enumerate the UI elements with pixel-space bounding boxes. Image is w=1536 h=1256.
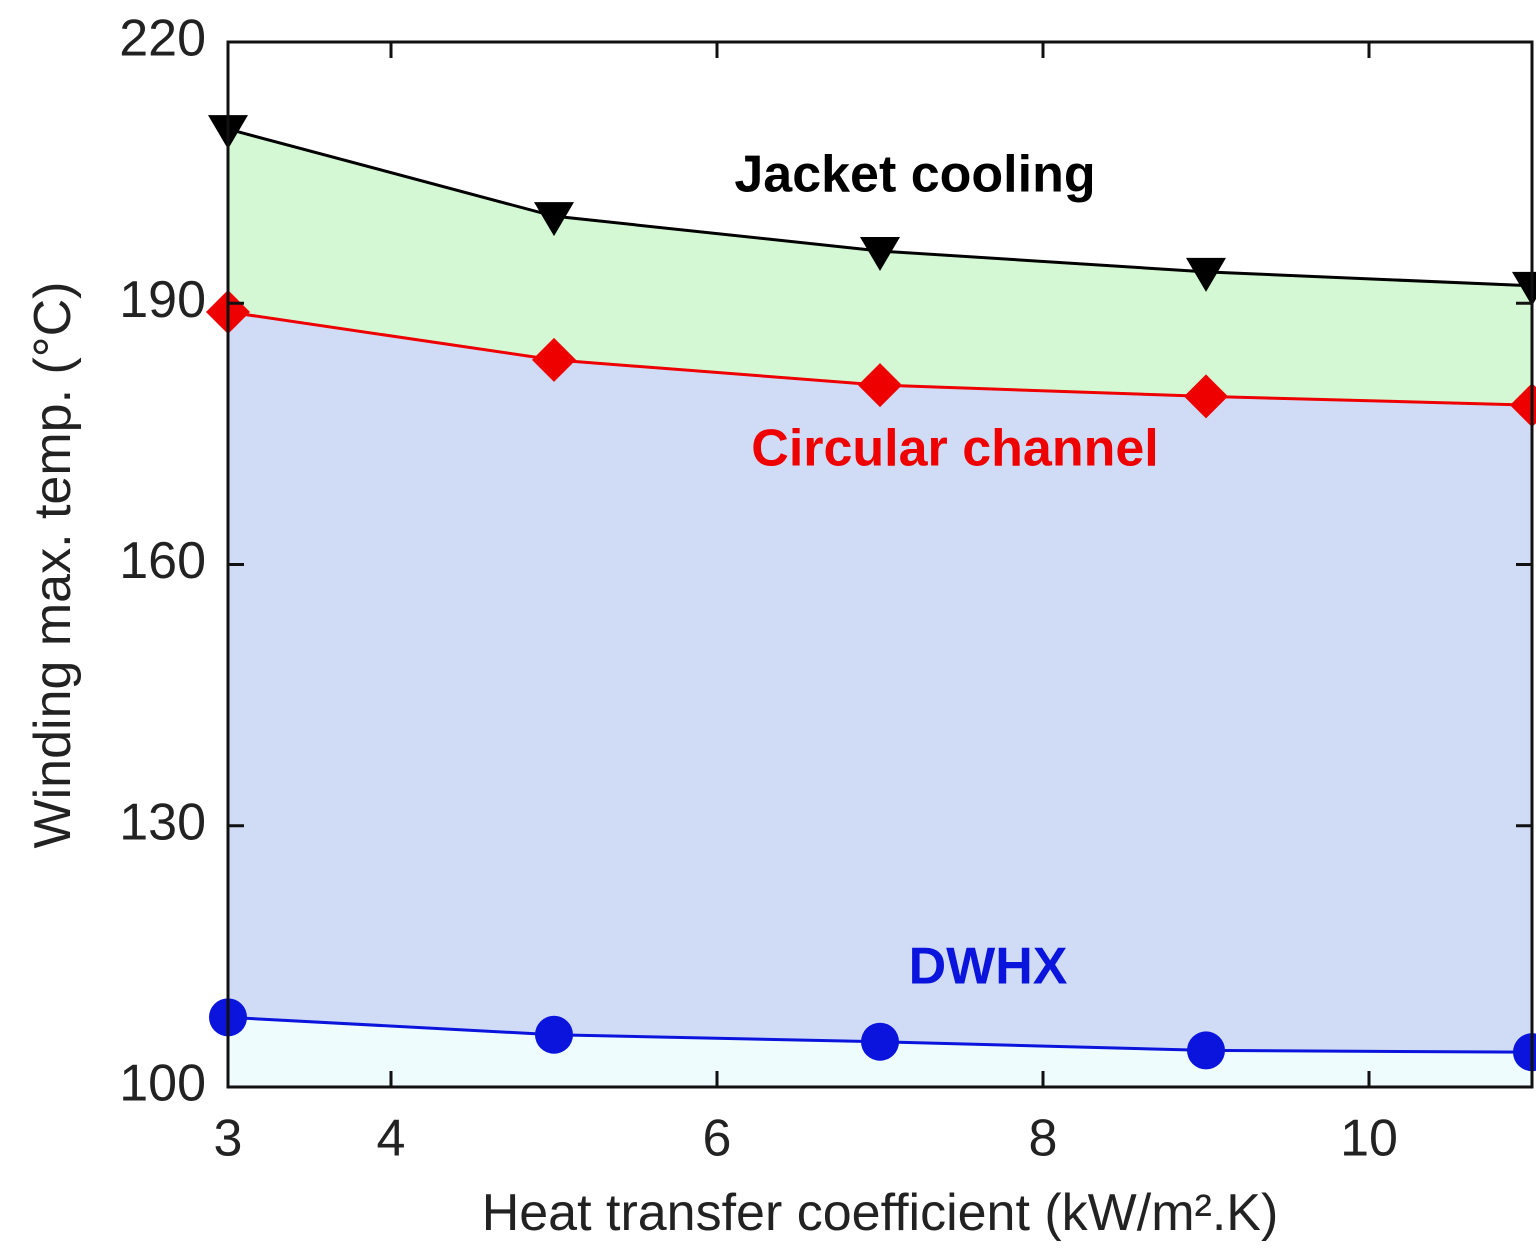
y-tick-label: 190 xyxy=(119,271,206,329)
series-label: Circular channel xyxy=(751,420,1158,478)
y-tick-label: 220 xyxy=(119,10,206,68)
x-tick-label: 3 xyxy=(214,1110,243,1168)
y-tick-label: 130 xyxy=(119,793,206,851)
y-tick-label: 160 xyxy=(119,532,206,590)
marker xyxy=(861,1022,899,1061)
marker xyxy=(1510,383,1536,428)
marker xyxy=(1512,271,1536,306)
area-fill xyxy=(228,311,1532,1053)
marker xyxy=(1187,1031,1225,1070)
x-tick-label: 8 xyxy=(1029,1110,1058,1168)
marker xyxy=(1186,257,1226,292)
x-tick-label: 10 xyxy=(1340,1110,1398,1168)
marker xyxy=(860,237,900,271)
marker xyxy=(1184,374,1228,419)
series-label: DWHX xyxy=(909,938,1068,996)
x-tick-label: 4 xyxy=(377,1110,406,1168)
marker xyxy=(532,337,576,382)
x-tick-label: 6 xyxy=(703,1110,732,1168)
series-label: Jacket cooling xyxy=(734,146,1095,204)
marker xyxy=(1513,1033,1536,1072)
marker xyxy=(858,363,902,408)
marker xyxy=(534,202,574,237)
y-axis-label: Winding max. temp. (°C) xyxy=(24,282,82,849)
x-axis-label: Heat transfer coefficient (kW/m².K) xyxy=(482,1184,1279,1242)
marker xyxy=(535,1015,573,1054)
y-tick-label: 100 xyxy=(119,1055,206,1113)
